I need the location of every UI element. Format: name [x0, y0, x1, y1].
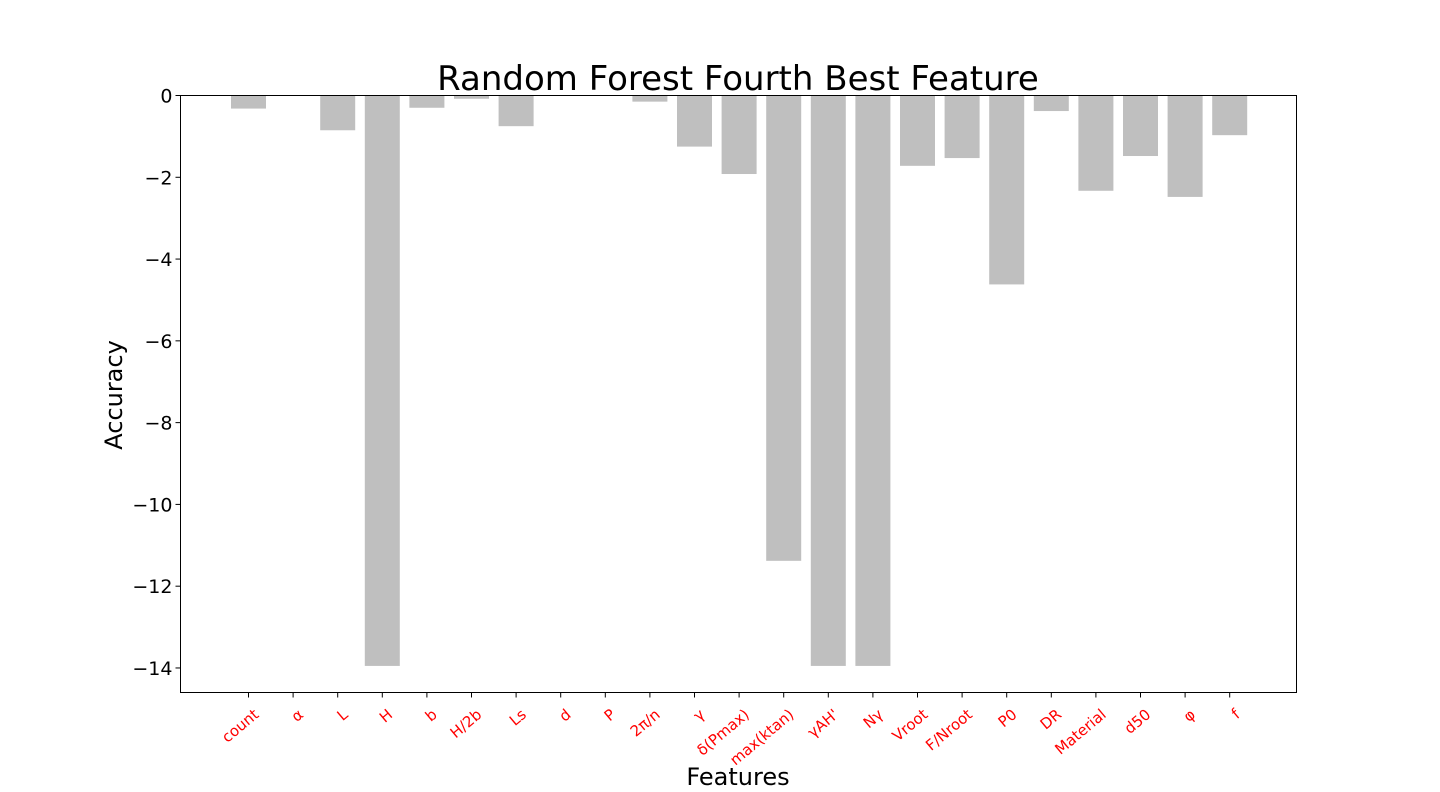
y-tick-label: −8: [144, 413, 172, 435]
x-axis-label: Features: [686, 763, 789, 791]
bar-11: [721, 95, 757, 175]
x-tick-label: d50: [1121, 705, 1154, 737]
bar-21: [1167, 95, 1203, 197]
bar-6: [498, 95, 534, 127]
bar-22: [1212, 95, 1248, 136]
bar-10: [677, 95, 712, 147]
y-axis-label: Accuracy: [100, 340, 128, 450]
x-tick-label: L: [333, 705, 351, 725]
y-tick-label: −14: [132, 658, 172, 680]
x-tick-label: φ: [1180, 705, 1199, 725]
bar-17: [989, 95, 1025, 285]
y-axis: 0 −2 −4 −6 −8 −10 −12 −14: [132, 86, 181, 680]
y-tick-label: −4: [144, 249, 172, 271]
x-tick-label: Ls: [506, 705, 530, 729]
chart-title: Random Forest Fourth Best Feature: [437, 59, 1039, 99]
x-tick-label: Nγ: [860, 705, 887, 732]
bar-15: [900, 95, 935, 166]
bar-20: [1123, 95, 1158, 157]
bar-12: [766, 95, 802, 561]
bar-16: [944, 95, 980, 159]
x-tick-label: H: [376, 705, 396, 726]
x-tick-label: 2π/n: [627, 705, 664, 740]
bar-3: [364, 95, 400, 666]
x-tick-label: b: [422, 705, 441, 725]
x-tick-label: α: [288, 705, 307, 725]
bar-13: [810, 95, 846, 666]
x-tick-label: d: [556, 705, 575, 725]
bars-layer: [231, 95, 1248, 666]
bar-9: [632, 95, 668, 102]
x-tick-label: P0: [995, 705, 1021, 731]
bar-5: [454, 95, 489, 99]
x-tick-label: H/2b: [447, 705, 486, 742]
bar-14: [855, 95, 891, 666]
bar-18: [1033, 95, 1069, 112]
x-tick-label: DR: [1037, 705, 1065, 733]
y-tick-label: 0: [160, 86, 172, 108]
bar-19: [1078, 95, 1114, 191]
y-tick-label: −6: [144, 331, 172, 353]
bar-4: [409, 95, 445, 108]
bar-0: [231, 95, 266, 109]
y-tick-label: −2: [144, 167, 172, 189]
x-tick-label: P: [601, 705, 620, 725]
bar-2: [320, 95, 356, 131]
y-tick-label: −10: [132, 494, 172, 516]
x-tick-label: γ: [690, 705, 708, 725]
x-tick-label: count: [218, 705, 262, 746]
y-tick-label: −12: [132, 576, 172, 598]
x-tick-label: F/Nroot: [922, 705, 976, 754]
plot-area-frame: [180, 95, 1297, 693]
x-tick-label: γAH': [804, 705, 842, 741]
x-tick-label: f: [1228, 705, 1244, 723]
